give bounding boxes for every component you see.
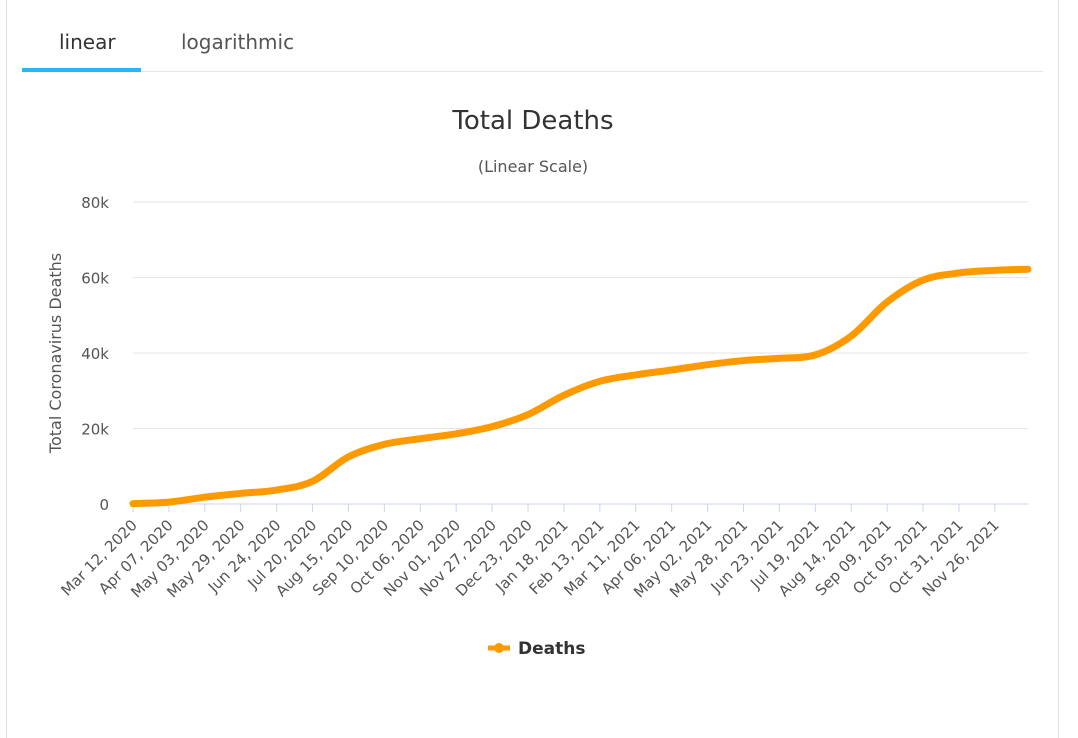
legend-label-deaths: Deaths <box>518 639 585 659</box>
y-tick-label: 0 <box>99 496 109 514</box>
scale-tabs: linear logarithmic <box>22 18 1043 72</box>
gridlines <box>133 201 1028 429</box>
chart-title: Total Deaths <box>451 106 613 136</box>
chart-panel <box>6 0 1059 738</box>
tab-linear[interactable]: linear <box>59 30 116 54</box>
y-tick-label: 40k <box>81 345 109 363</box>
active-tab-indicator <box>22 68 141 72</box>
legend[interactable]: Deaths <box>488 639 585 659</box>
series-line-deaths[interactable] <box>129 265 1032 508</box>
legend-marker-deaths <box>494 643 504 653</box>
y-tick-label: 60k <box>81 270 109 288</box>
y-axis-ticks: 0 20k 40k 60k 80k <box>81 194 109 514</box>
y-axis-label: Total Coronavirus Deaths <box>46 253 65 454</box>
y-tick-label: 80k <box>81 194 109 212</box>
chart-subtitle: (Linear Scale) <box>478 157 588 176</box>
tab-logarithmic[interactable]: logarithmic <box>181 30 295 54</box>
y-tick-label: 20k <box>81 421 109 439</box>
